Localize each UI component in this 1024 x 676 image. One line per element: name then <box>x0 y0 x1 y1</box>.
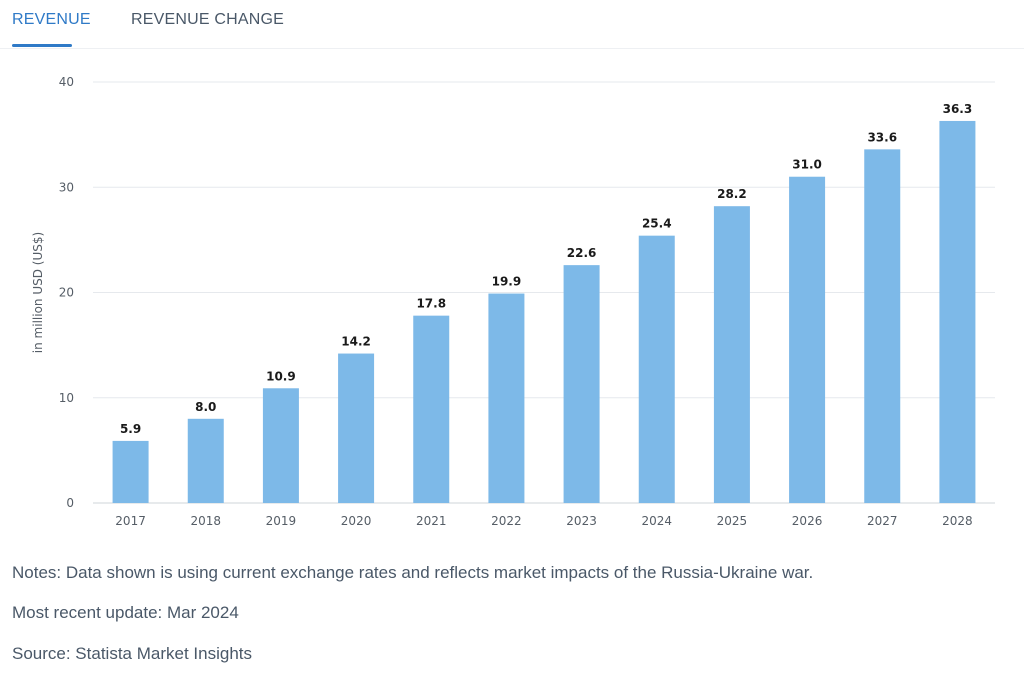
x-tick-label: 2026 <box>792 514 823 528</box>
bar <box>563 265 600 503</box>
source-text: Source: Statista Market Insights <box>12 644 252 663</box>
bar-value-label: 10.9 <box>266 369 296 383</box>
bar-value-label: 19.9 <box>492 275 522 289</box>
x-tick-label: 2023 <box>566 514 597 528</box>
bar-value-label: 17.8 <box>416 297 446 311</box>
bar-value-label: 14.2 <box>341 335 371 349</box>
bar-value-label: 36.3 <box>943 102 973 116</box>
y-tick-label: 40 <box>59 75 74 89</box>
chart-tabs: REVENUE REVENUE CHANGE <box>0 0 1024 49</box>
bar <box>262 388 299 503</box>
tab-revenue[interactable]: REVENUE <box>12 11 91 28</box>
x-tick-label: 2019 <box>266 514 297 528</box>
y-tick-label: 10 <box>59 391 74 405</box>
x-tick-label: 2027 <box>867 514 898 528</box>
x-tick-label: 2020 <box>341 514 372 528</box>
tab-revenue-change[interactable]: REVENUE CHANGE <box>131 11 285 28</box>
bar-value-label: 33.6 <box>867 130 897 144</box>
bar <box>112 440 149 503</box>
x-tick-label: 2018 <box>190 514 221 528</box>
y-tick-label: 0 <box>66 496 74 510</box>
x-tick-label: 2028 <box>942 514 973 528</box>
bar <box>939 120 976 503</box>
bar-value-label: 8.0 <box>195 400 216 414</box>
bar <box>338 353 375 503</box>
y-tick-label: 30 <box>59 180 74 194</box>
notes-text: Notes: Data shown is using current excha… <box>12 563 814 582</box>
y-axis-title: in million USD (US$) <box>31 232 45 353</box>
revenue-bar-chart: 0 10 20 30 40 in million USD (US$) 5.9 2017 8.0 2… <box>31 75 995 528</box>
bar <box>488 293 525 503</box>
x-tick-label: 2022 <box>491 514 522 528</box>
y-tick-label: 20 <box>59 286 74 300</box>
bar-value-label: 5.9 <box>120 422 141 436</box>
bar <box>864 149 901 504</box>
bar <box>413 315 450 503</box>
bar-value-label: 25.4 <box>642 217 672 231</box>
update-text: Most recent update: Mar 2024 <box>12 603 239 622</box>
bar <box>638 235 675 504</box>
active-tab-indicator <box>12 44 72 47</box>
x-tick-label: 2017 <box>115 514 146 528</box>
x-tick-label: 2025 <box>717 514 748 528</box>
bar-value-label: 31.0 <box>792 158 822 172</box>
bar <box>713 206 750 503</box>
x-tick-label: 2024 <box>641 514 672 528</box>
bar-value-label: 22.6 <box>567 246 597 260</box>
x-tick-label: 2021 <box>416 514 447 528</box>
bar <box>789 176 826 503</box>
bar-value-label: 28.2 <box>717 187 747 201</box>
bar <box>187 418 224 503</box>
